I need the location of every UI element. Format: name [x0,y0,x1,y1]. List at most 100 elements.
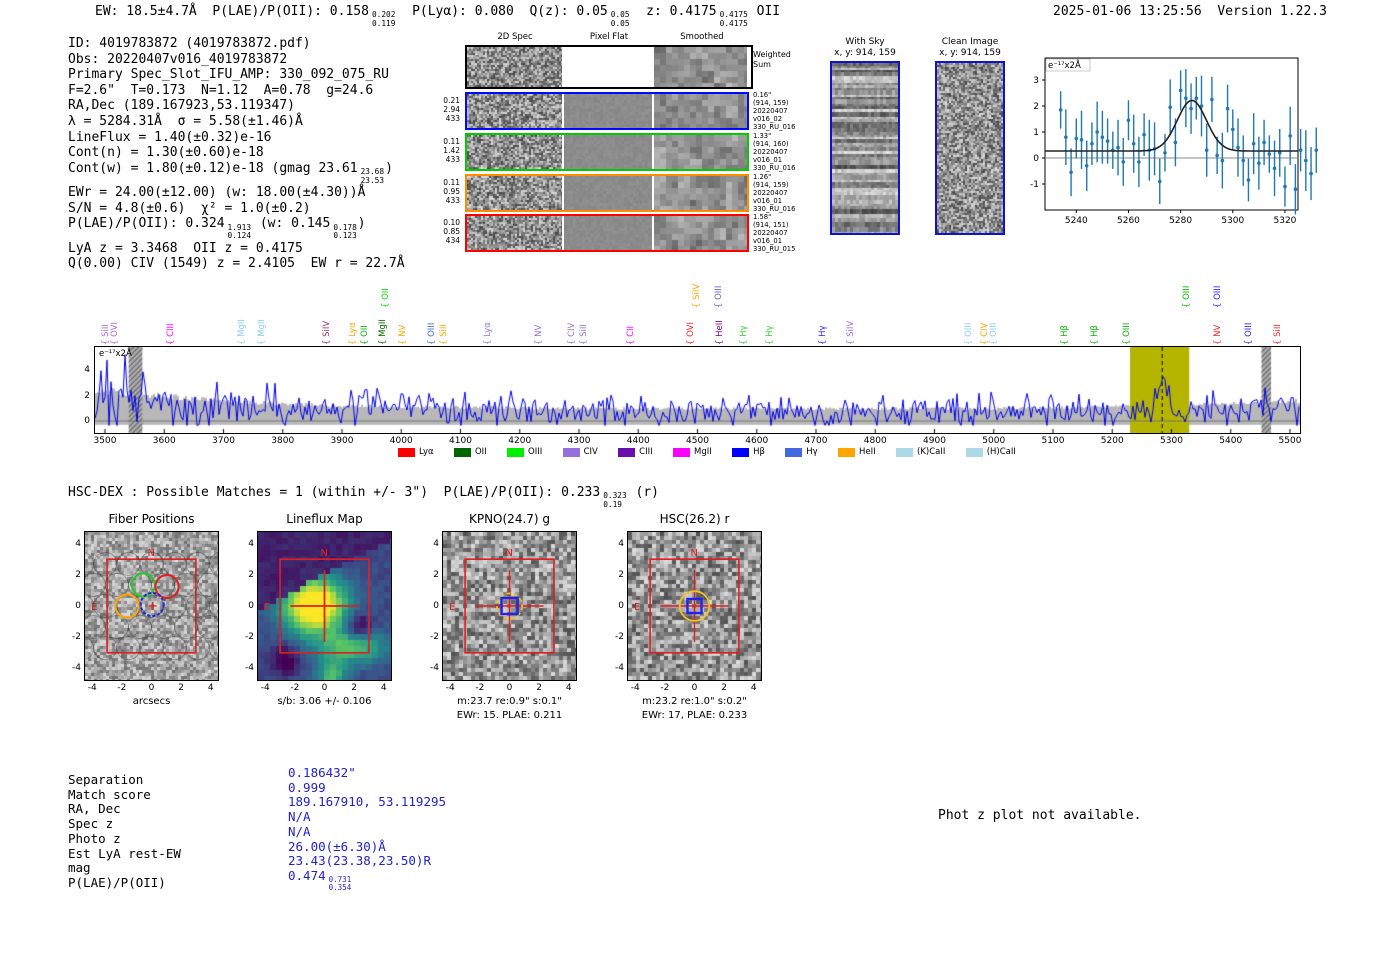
spec2d-title-smoothed: Smoothed [680,32,724,42]
panel-x-tick: 4 [207,683,214,693]
text-segment: LineFlux = 1.40(±0.32)e-16 [68,129,272,145]
text-segment: EW: 18.5±4.7Å P(LAE)/P(OII): 0.158 [95,4,369,19]
svg-text:N: N [148,548,155,559]
2d-spec-image [467,47,562,87]
panel-caption-2: EWr: 17, PLAE: 0.233 [641,710,748,721]
match-label: Est LyA rest-EW [68,845,181,861]
info-line: Cont(w) = 1.80(±0.12)e-18 (gmag 23.61 23.… [68,161,405,185]
spectrum-x-tick: 3600 [152,436,176,446]
panel-x-tick: -2 [660,683,670,693]
timestamp: 2025-01-06 13:25:56 Version 1.22.3 [1053,4,1327,19]
spectrum-y-tick: 4 [84,365,90,376]
line-marker-label: { Hβ [1089,325,1100,345]
panel-y-tick: 0 [433,601,439,611]
panel-y-tick: 2 [433,569,439,580]
line-marker-label: { SiIV [691,283,702,308]
legend-swatch [732,447,750,457]
text-segment: Q(0.00) CIV (1549) z = 2.4105 EW r = 22.… [68,256,405,272]
clean-image-img [937,63,1003,233]
info-line: RA,Dec (189.167923,53.119347) [68,98,405,114]
line-marker-label: { OVI [110,322,121,345]
text-segment: P(Lyα): 0.080 Q(z): 0.05 [396,4,608,19]
spec2d-row-box [465,92,749,130]
panel-y-tick: 0 [248,601,254,611]
spectrum-legend: Lyα OII OIII CIV CIII MgII Hβ Hγ HeII (K)CaII (H)C… [398,447,1016,457]
panel-caption: s/b: 3.06 +/- 0.106 [277,696,372,707]
stacked-uncertainty: 0.323 0.19 [603,491,627,509]
2d-spec-image [467,216,562,251]
line-marker-label: { Hγ [738,325,749,345]
with-sky-coords: x, y: 914, 159 [834,48,896,58]
match-label: mag [68,860,91,876]
line-marker-label: { SiIV [322,320,332,345]
panel-overlay: NE [449,548,555,654]
header-summary-line: EW: 18.5±4.7Å P(LAE)/P(OII): 0.158 0.202 0… [95,4,780,28]
line-marker-label: { OIII [1213,285,1224,308]
svg-text:E: E [91,602,97,613]
with-sky-image [832,63,898,233]
line-marker-label: { OVI [686,322,697,345]
match-value: N/A [288,824,446,840]
match-value: 23.43(23.38,23.50)R [288,853,446,869]
info-line: Q(0.00) CIV (1549) z = 2.4105 EW r = 22.… [68,256,405,272]
text-segment: ID: 4019783872 (4019783872.pdf) [68,36,311,51]
text-segment: (w: 0.145 [252,216,331,232]
legend-item: OII [453,447,487,457]
spec2d-row-box [465,173,749,212]
pixel-flat-image [564,134,652,169]
spec2d-row-left-labels: 0.11 0.95 433 [443,177,460,205]
match-value: N/A [288,809,446,825]
info-line: LineFlux = 1.40(±0.32)e-16 [68,130,405,146]
panel-x-tick: 0 [321,683,328,693]
spectrum-y-tick: 2 [84,390,90,401]
info-line: Obs: 20220407v016_4019783872 [68,52,405,68]
text-segment: 0.186432" [288,765,356,780]
stacked-uncertainty: 0.731 0.354 [328,875,352,893]
match-table-values: 0.186432" 0.999 189.167910, 53.119295 N/A N/… [288,765,446,893]
panel-y-tick: 4 [618,538,624,549]
line-marker-label: { MgII [257,319,268,345]
panel-y-tick: 4 [433,538,439,549]
stacked-uncertainty: 0.4175 0.4175 [719,10,748,28]
svg-text:0: 0 [1033,154,1039,164]
panel-overlay: NE [264,548,370,654]
panel-title: Lineflux Map [286,512,363,526]
svg-text:5280: 5280 [1169,216,1192,226]
info-line: ID: 4019783872 (4019783872.pdf) [68,36,405,52]
line-marker-label: { NV [397,324,408,345]
line-marker-label: { Lyα [482,322,493,345]
spectrum-x-tick: 4400 [626,436,650,446]
svg-text:E: E [634,602,640,613]
legend-swatch [896,447,913,457]
spectrum-units-label: e⁻¹⁷x2Å [99,349,132,359]
line-marker-label: { OII [380,288,391,308]
smoothed-image [654,134,747,169]
match-label: P(LAE)/P(OII) [68,874,166,890]
line-marker-label: { OIII [1121,322,1132,345]
match-value: 0.999 [288,780,446,796]
info-line: LyA z = 3.3468 OII z = 0.4175 [68,241,405,257]
line-marker-label: { CIV [567,322,578,345]
panel-x-tick: -2 [117,683,127,693]
smoothed-image [654,94,747,128]
panel-y-tick: -4 [615,663,624,674]
line-marker-label: { NV [1213,324,1224,345]
panel-caption-2: EWr: 15. PLAE: 0.211 [456,710,563,721]
smoothed-image [654,216,747,251]
panel-title: HSC(26.2) r [659,512,730,526]
pixel-flat-image [564,175,652,210]
panel-x-tick: -4 [87,683,97,693]
pixel-flat-image [564,47,652,87]
legend-item: OIII [507,447,542,457]
svg-text:E: E [264,602,270,613]
legend-item: HeII [838,447,876,457]
panel-x-tick: 2 [351,683,357,693]
legend-label: Lyα [419,447,434,457]
line-marker-label: { HeII [714,320,725,345]
spec2d-weighted-sum-row [465,45,753,89]
clean-image-title: Clean Image x, y: 914, 159 [927,37,1013,59]
text-segment: RA,Dec (189.167923,53.119347) [68,98,295,114]
svg-text:3: 3 [1033,76,1039,86]
